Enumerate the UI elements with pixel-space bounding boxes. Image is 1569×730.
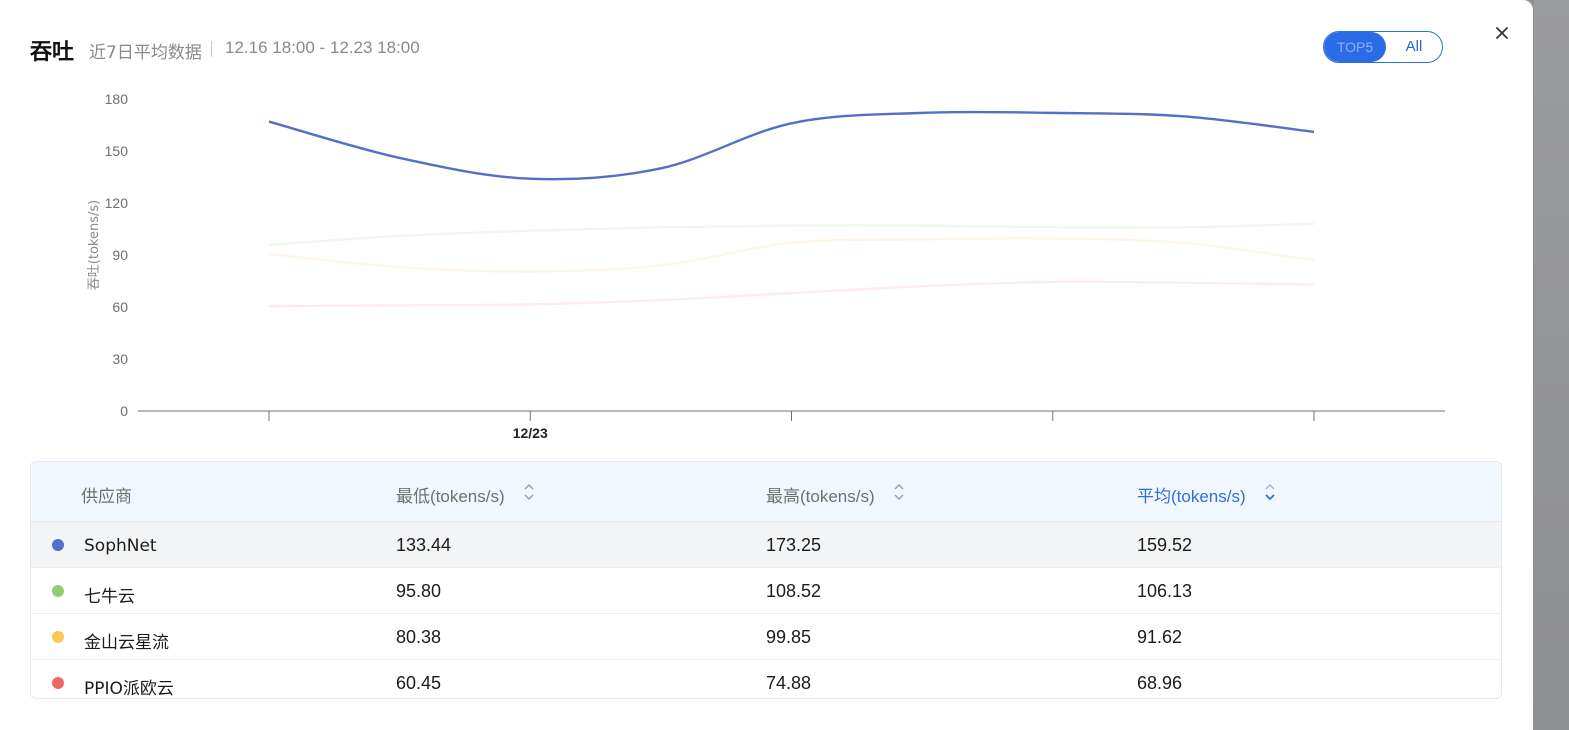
header-provider: 供应商 xyxy=(81,487,132,506)
table-row[interactable]: 七牛云 95.80 108.52 106.13 xyxy=(31,568,1501,614)
series-line-sophnet xyxy=(268,110,1315,181)
y-tick-label: 150 xyxy=(105,143,129,159)
x-tick-label: 12/23 xyxy=(513,425,548,441)
min-value: 133.44 xyxy=(396,535,452,555)
y-tick-label: 90 xyxy=(112,247,128,263)
sort-icon[interactable] xyxy=(523,482,535,502)
series-color-dot xyxy=(52,677,64,689)
max-value: 99.85 xyxy=(766,627,812,647)
provider-name: 七牛云 xyxy=(84,587,135,607)
max-value: 74.88 xyxy=(766,673,812,693)
table-row[interactable]: PPIO派欧云 60.45 74.88 68.96 xyxy=(31,660,1501,699)
header-max[interactable]: 最高(tokens/s) xyxy=(766,487,875,506)
sort-icon[interactable] xyxy=(893,482,905,502)
y-tick-label: 120 xyxy=(105,195,129,211)
table-row[interactable]: 金山云星流 80.38 99.85 91.62 xyxy=(31,614,1501,660)
series-line-kingsoft xyxy=(268,237,1315,273)
throughput-line-chart: 0 30 60 90 120 150 180 吞吐(tokens/s) 12/23 xyxy=(87,91,1445,441)
table-row[interactable]: SophNet 133.44 173.25 159.52 xyxy=(31,522,1501,568)
throughput-modal: 吞吐 近7日平均数据 12.16 18:00 - 12.23 18:00 TOP… xyxy=(0,0,1533,730)
series-line-ppio xyxy=(268,280,1315,308)
avg-value: 91.62 xyxy=(1137,627,1183,647)
min-value: 60.45 xyxy=(396,673,442,693)
y-tick-label: 30 xyxy=(112,351,128,367)
max-value: 173.25 xyxy=(766,535,822,555)
min-value: 95.80 xyxy=(396,581,442,601)
table-header: 供应商 最低(tokens/s) 最高(tokens/s) 平均(tokens/… xyxy=(31,462,1501,522)
header-avg[interactable]: 平均(tokens/s) xyxy=(1137,487,1246,506)
y-tick-label: 180 xyxy=(105,91,129,107)
y-tick-label: 0 xyxy=(120,403,128,419)
avg-value: 159.52 xyxy=(1137,535,1193,555)
top5-all-toggle[interactable]: TOP5 All xyxy=(1323,31,1443,63)
close-icon[interactable] xyxy=(1490,21,1514,45)
provider-table: 供应商 最低(tokens/s) 最高(tokens/s) 平均(tokens/… xyxy=(30,461,1502,699)
date-range: 12.16 18:00 - 12.23 18:00 xyxy=(225,38,420,57)
toggle-all[interactable]: All xyxy=(1405,38,1423,55)
page-backdrop xyxy=(1534,0,1569,724)
min-value: 80.38 xyxy=(396,627,442,647)
avg-value: 106.13 xyxy=(1137,581,1193,601)
header-divider xyxy=(211,41,212,57)
series-color-dot xyxy=(52,585,64,597)
provider-name: PPIO派欧云 xyxy=(84,679,174,699)
provider-name: 金山云星流 xyxy=(84,633,169,653)
max-value: 108.52 xyxy=(766,581,822,601)
modal-subtitle: 近7日平均数据 xyxy=(89,43,202,63)
series-color-dot xyxy=(52,539,64,551)
y-axis-title: 吞吐(tokens/s) xyxy=(87,200,102,290)
sort-desc-icon[interactable] xyxy=(1264,482,1276,502)
modal-title: 吞吐 xyxy=(30,40,75,65)
header-min[interactable]: 最低(tokens/s) xyxy=(396,487,505,506)
toggle-top5[interactable]: TOP5 xyxy=(1324,32,1386,62)
series-color-dot xyxy=(52,631,64,643)
y-tick-label: 60 xyxy=(112,299,128,315)
series-line-qiniu xyxy=(268,222,1315,247)
avg-value: 68.96 xyxy=(1137,673,1183,693)
provider-name: SophNet xyxy=(84,536,157,556)
